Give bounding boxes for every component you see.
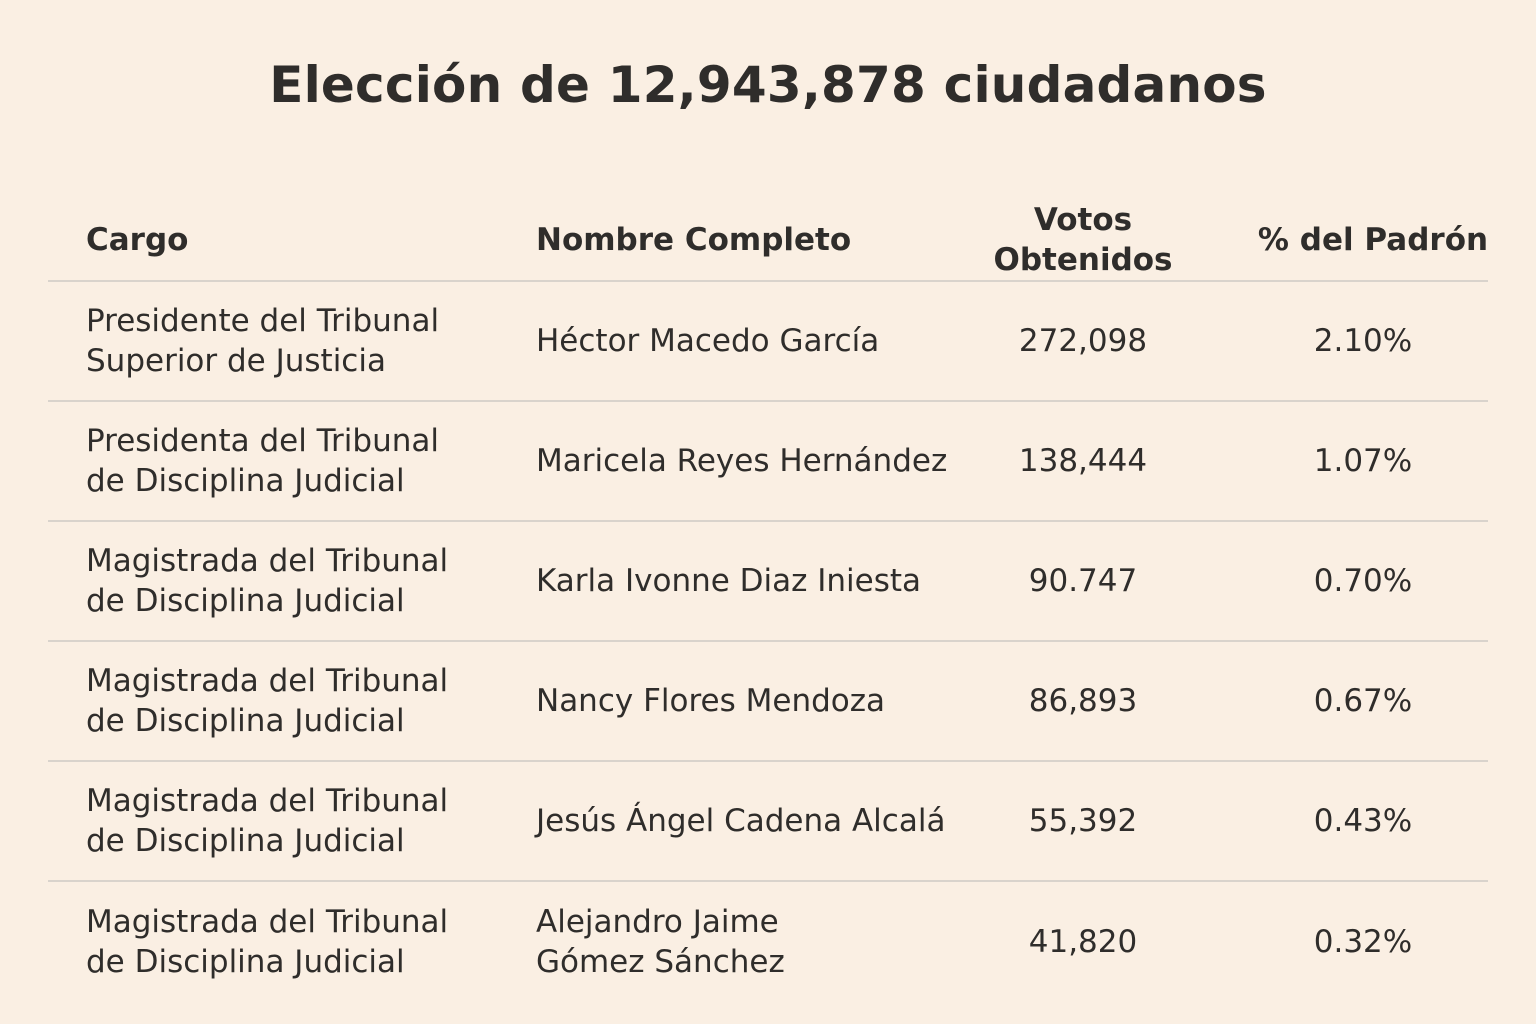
header-votos: Votos Obtenidos [993,202,1173,278]
header-cargo: Cargo [86,222,189,258]
nombre-text: Karla Ivonne Diaz Iniesta [536,563,922,599]
table-row: Presidente del Tribunal Superior de Just… [48,282,1488,402]
cargo-text: Magistrada del Tribunal de Disciplina Ju… [86,904,449,980]
cell-nombre: Héctor Macedo García [536,282,956,400]
cargo-text: Magistrada del Tribunal de Disciplina Ju… [86,663,449,739]
cargo-text: Presidente del Tribunal Superior de Just… [86,303,440,379]
table-row: Magistrada del Tribunal de Disciplina Ju… [48,642,1488,762]
nombre-text: Alejandro Jaime Gómez Sánchez [536,904,785,980]
cell-cargo: Magistrada del Tribunal de Disciplina Ju… [86,762,526,880]
page-title: Elección de 12,943,878 ciudadanos [269,56,1267,114]
cargo-text: Presidenta del Tribunal de Disciplina Ju… [86,423,439,499]
table-row: Magistrada del Tribunal de Disciplina Ju… [48,762,1488,882]
cell-votos: 41,820 [1028,924,1138,960]
cell-nombre: Nancy Flores Mendoza [536,642,956,760]
cell-pct: 0.67% [1313,683,1413,719]
cell-cargo: Magistrada del Tribunal de Disciplina Ju… [86,642,526,760]
nombre-text: Héctor Macedo García [536,323,880,359]
cell-cargo: Magistrada del Tribunal de Disciplina Ju… [86,522,526,640]
cell-votos: 90.747 [1028,563,1138,599]
cell-nombre: Karla Ivonne Diaz Iniesta [536,522,956,640]
table-row: Presidenta del Tribunal de Disciplina Ju… [48,402,1488,522]
cell-votos: 138,444 [1018,443,1148,479]
table-row: Magistrada del Tribunal de Disciplina Ju… [48,522,1488,642]
table-row: Magistrada del Tribunal de Disciplina Ju… [48,882,1488,1002]
cell-votos: 86,893 [1028,683,1138,719]
header-pct: % del Padrón [1257,222,1489,258]
header-nombre: Nombre Completo [536,222,852,258]
cell-pct: 2.10% [1313,323,1413,359]
cargo-text: Magistrada del Tribunal de Disciplina Ju… [86,543,449,619]
cell-votos: 272,098 [1018,323,1148,359]
cell-nombre: Jesús Ángel Cadena Alcalá [536,762,956,880]
table-header-row: Cargo Nombre Completo Votos Obtenidos % … [48,200,1488,282]
cell-votos: 55,392 [1028,803,1138,839]
cell-pct: 0.32% [1313,924,1413,960]
cell-nombre: Alejandro Jaime Gómez Sánchez [536,882,956,1002]
cell-nombre: Maricela Reyes Hernández [536,402,956,520]
nombre-text: Maricela Reyes Hernández [536,443,948,479]
nombre-text: Jesús Ángel Cadena Alcalá [536,803,946,839]
results-table: Cargo Nombre Completo Votos Obtenidos % … [48,200,1488,1002]
cell-cargo: Magistrada del Tribunal de Disciplina Ju… [86,882,526,1002]
cell-pct: 0.70% [1313,563,1413,599]
nombre-text: Nancy Flores Mendoza [536,683,886,719]
cell-cargo: Presidente del Tribunal Superior de Just… [86,282,526,400]
cargo-text: Magistrada del Tribunal de Disciplina Ju… [86,783,449,859]
cell-pct: 1.07% [1313,443,1413,479]
cell-pct: 0.43% [1313,803,1413,839]
cell-cargo: Presidenta del Tribunal de Disciplina Ju… [86,402,526,520]
